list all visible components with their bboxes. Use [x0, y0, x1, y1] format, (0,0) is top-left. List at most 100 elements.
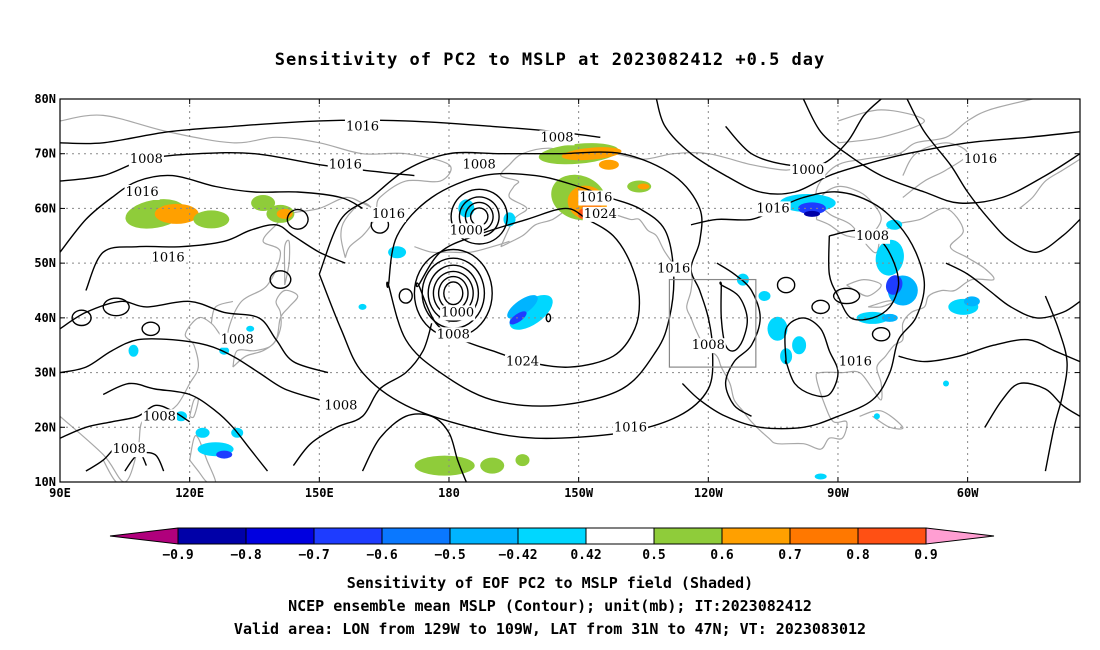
colorbar-label: 0.9 [914, 548, 937, 563]
valid-area-box [668, 278, 757, 368]
positive-sensitivity-area [637, 183, 650, 190]
small-isobar-loop [398, 288, 413, 304]
contour-label: 1000 [441, 305, 474, 320]
mslp-isobar [655, 99, 1080, 195]
contour-label: 1008 [540, 130, 573, 145]
negative-sensitivity-area [963, 296, 980, 307]
colorbar-label: −0.9 [162, 548, 193, 563]
coastline-segment [414, 240, 510, 254]
coastline-segment [500, 147, 804, 247]
colorbar-segment [585, 527, 655, 545]
contour-label-background [837, 354, 873, 370]
latitude-label: 70N [34, 147, 56, 161]
positive-sensitivity-area [561, 147, 622, 161]
colorbar: −0.9 −0.8 −0.7 −0.6 −0.5 −0.42 0.42 0.5 0.6 0.7 0.… [109, 527, 995, 563]
mslp-isobar [60, 119, 601, 145]
negative-sensitivity-area [358, 303, 367, 310]
negative-sensitivity-area [804, 210, 820, 217]
contour-label-background [790, 163, 826, 179]
colorbar-label: 0.42 [570, 548, 601, 563]
contour-label-background [124, 185, 160, 200]
contour-label: 1000 [791, 163, 824, 178]
colorbar-label: −0.5 [434, 548, 465, 563]
coastline-segment [902, 142, 969, 198]
contour-label: 1016 [329, 158, 362, 173]
longitude-label: 60W [957, 486, 979, 500]
negative-sensitivity-area [458, 199, 475, 218]
colorbar-segment [653, 527, 723, 545]
positive-sensitivity-area [414, 455, 475, 476]
contour-label-background [504, 354, 541, 370]
contour-label-background [128, 152, 164, 168]
small-isobar-loop [832, 287, 861, 305]
latitude-label: 40N [34, 311, 56, 325]
contour-label: 1008 [437, 327, 470, 342]
mslp-isobar [60, 300, 329, 374]
negative-sensitivity-area [886, 219, 903, 230]
contour-label-background [440, 305, 476, 321]
positive-sensitivity-area [154, 203, 199, 224]
mslp-isobar [85, 223, 346, 291]
colorbar-segment [381, 527, 451, 545]
negative-sensitivity-area [792, 336, 807, 355]
low-pressure-isobar [413, 248, 493, 338]
contour-label-background [690, 338, 726, 354]
mslp-isobar [945, 262, 1080, 319]
coastline-segment [846, 278, 882, 297]
contour-label: 1000 [450, 223, 483, 238]
small-isobar-loop [71, 309, 92, 327]
longitude-label: 180 [438, 486, 460, 500]
contour-label: 1008 [692, 338, 725, 353]
coastline-segment [815, 185, 882, 239]
coastline-segment [500, 99, 1033, 450]
map-frame [59, 98, 1081, 483]
low-pressure-isobar [450, 188, 509, 245]
colorbar-segment [517, 527, 587, 545]
contour-label-background [461, 157, 497, 173]
colorbar-segment [245, 527, 315, 545]
mslp-isobar [802, 99, 1080, 204]
colorbar-right-triangle [925, 527, 995, 545]
contour-label-background [150, 250, 186, 266]
coastline-segment [340, 202, 377, 258]
negative-sensitivity-area [873, 413, 880, 420]
valid-area-rectangle [668, 278, 757, 368]
mslp-isobar [716, 262, 761, 417]
latitude-label: 10N [34, 475, 56, 489]
small-isobar-loop [871, 326, 891, 342]
negative-sensitivity-area [509, 311, 527, 325]
positive-sensitivity-area [598, 159, 619, 170]
caption-line-2: NCEP ensemble mean MSLP (Contour); unit(… [288, 597, 812, 615]
colorbar-segment [313, 527, 383, 545]
mslp-isobar [318, 151, 714, 440]
contour-label: 1008 [463, 158, 496, 173]
coastline-segment [232, 289, 299, 368]
colorbar-label: 0.5 [642, 548, 665, 563]
contour-label-background [582, 206, 618, 222]
contour-label: 1008 [856, 229, 889, 244]
contour-label: 1016 [346, 119, 379, 134]
coastline-segment [102, 459, 130, 482]
low-pressure-isobar [458, 196, 500, 238]
colorbar-label: −0.6 [366, 548, 397, 563]
mslp-contour-layer [60, 99, 1080, 482]
contour-label: 1024 [506, 355, 539, 370]
contour-label-background [435, 327, 471, 343]
latitude-label: 20N [34, 420, 56, 434]
colorbar-segment [721, 527, 791, 545]
coastline-segment [1019, 158, 1080, 209]
contour-label-background [219, 332, 255, 348]
colorbar-label: 0.7 [778, 548, 801, 563]
positive-sensitivity-area [515, 454, 530, 467]
mslp-isobar [898, 338, 1080, 363]
longitude-label: 90E [49, 486, 71, 500]
contour-label-background [656, 261, 692, 277]
colorbar-label: −0.42 [498, 548, 537, 563]
negative-sensitivity-area [943, 380, 949, 387]
coastline-segment [189, 434, 217, 482]
contour-label-background [539, 130, 575, 146]
positive-sensitivity-area [276, 208, 293, 219]
contour-label: 1016 [579, 191, 612, 206]
negative-sensitivity-area [814, 473, 827, 480]
